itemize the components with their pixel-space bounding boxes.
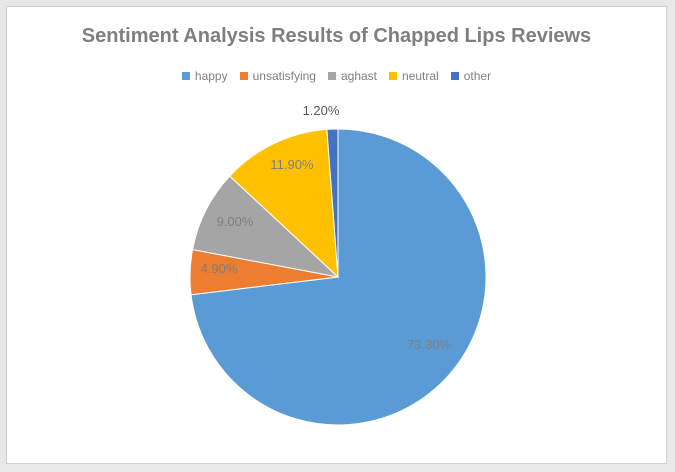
pie-slice-other <box>326 128 339 278</box>
data-label-happy: 73.30% <box>407 337 452 352</box>
pie-slice-neutral <box>229 128 339 279</box>
chart-frame: Sentiment Analysis Results of Chapped Li… <box>6 6 667 464</box>
legend-swatch-happy <box>181 72 190 80</box>
legend-label-happy: happy <box>194 69 228 83</box>
legend-swatch-other <box>450 72 459 80</box>
data-label-neutral: 11.90% <box>270 157 314 172</box>
legend-label-unsatisfying: unsatisfying <box>252 69 316 83</box>
legend-item-aghast: aghast <box>327 69 378 83</box>
chart-legend: happy unsatisfying aghast neutral other <box>7 69 666 83</box>
data-label-other: 1.20% <box>303 103 340 118</box>
legend-swatch-unsatisfying <box>239 72 248 80</box>
legend-label-aghast: aghast <box>340 69 378 83</box>
legend-item-neutral: neutral <box>389 69 439 83</box>
legend-swatch-aghast <box>327 72 336 80</box>
legend-label-neutral: neutral <box>402 69 439 83</box>
legend-item-happy: happy <box>181 69 228 83</box>
data-label-unsatisfying: 4.90% <box>201 261 238 276</box>
legend-label-other: other <box>463 69 492 83</box>
pie-slice-aghast <box>191 175 340 278</box>
legend-swatch-neutral <box>389 72 398 80</box>
legend-item-unsatisfying: unsatisfying <box>239 69 316 83</box>
legend-item-other: other <box>450 69 492 83</box>
data-label-aghast: 9.00% <box>217 214 254 229</box>
chart-title: Sentiment Analysis Results of Chapped Li… <box>81 25 592 47</box>
pie-chart: 73.30% 4.90% 9.00% 11.90% 1.20% <box>189 103 487 426</box>
